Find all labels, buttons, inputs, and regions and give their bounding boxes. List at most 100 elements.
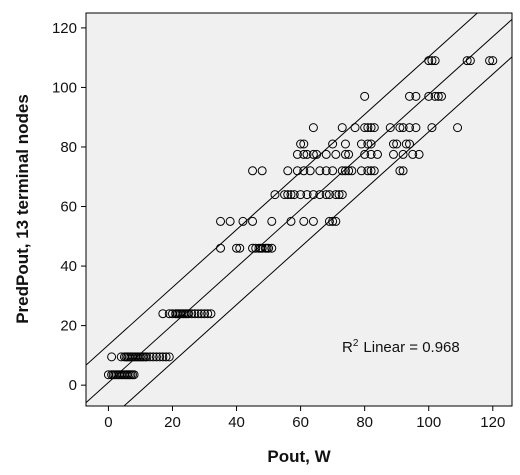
y-tick-label: 100 xyxy=(52,79,77,96)
y-tick-label: 20 xyxy=(60,318,77,335)
data-point xyxy=(232,243,242,253)
data-point xyxy=(324,190,334,200)
data-point xyxy=(414,149,424,159)
data-point xyxy=(182,309,192,319)
data-point xyxy=(107,352,117,362)
data-point xyxy=(411,91,421,101)
data-point xyxy=(424,91,434,101)
data-point xyxy=(392,139,402,149)
data-point xyxy=(155,352,165,362)
data-point xyxy=(235,243,245,253)
data-point xyxy=(137,352,147,362)
data-point xyxy=(256,243,266,253)
data-point xyxy=(175,309,185,319)
data-point xyxy=(203,309,213,319)
data-point xyxy=(366,149,376,159)
data-point xyxy=(372,149,382,159)
fit-line-lower xyxy=(123,56,512,406)
data-point xyxy=(121,370,131,380)
data-point xyxy=(401,139,411,149)
data-point xyxy=(388,149,398,159)
data-point xyxy=(312,149,322,159)
data-point xyxy=(405,123,415,133)
r-squared-superscript: 2 xyxy=(353,338,359,349)
data-point xyxy=(328,139,338,149)
x-axis-title: Pout, W xyxy=(267,447,331,466)
x-tick-label: 60 xyxy=(292,414,309,431)
data-point xyxy=(127,370,137,380)
data-point xyxy=(151,352,161,362)
data-point xyxy=(363,123,373,133)
data-point xyxy=(115,370,125,380)
data-point xyxy=(121,352,131,362)
data-point xyxy=(308,149,318,159)
data-point xyxy=(328,166,338,176)
data-point xyxy=(385,123,395,133)
data-point xyxy=(127,352,137,362)
data-point xyxy=(299,166,309,176)
data-point xyxy=(302,149,312,159)
data-point xyxy=(134,352,144,362)
data-point xyxy=(262,243,272,253)
data-point xyxy=(296,139,306,149)
data-point xyxy=(360,91,370,101)
data-point xyxy=(427,123,437,133)
r-squared-text: Linear = 0.968 xyxy=(363,339,459,356)
data-point xyxy=(395,166,405,176)
data-point xyxy=(196,309,206,319)
fit-line-upper xyxy=(86,13,479,366)
data-point xyxy=(427,56,437,66)
data-point xyxy=(337,166,347,176)
plot-area xyxy=(86,13,512,406)
data-point xyxy=(340,149,350,159)
x-tick-label: 0 xyxy=(104,414,112,431)
data-point xyxy=(164,352,174,362)
data-point xyxy=(321,166,331,176)
data-point xyxy=(118,370,128,380)
data-point xyxy=(267,243,277,253)
data-point xyxy=(430,91,440,101)
data-point xyxy=(267,216,277,226)
data-point xyxy=(430,56,440,66)
data-point xyxy=(344,149,354,159)
data-point xyxy=(356,139,366,149)
y-axis-title: PredPout, 13 terminal nodes xyxy=(13,94,32,324)
data-point xyxy=(405,91,415,101)
data-point xyxy=(328,216,338,226)
data-point xyxy=(340,166,350,176)
data-point xyxy=(280,190,290,200)
data-point xyxy=(331,149,341,159)
x-tick-label: 80 xyxy=(356,414,373,431)
data-point xyxy=(340,139,350,149)
x-tick-label: 120 xyxy=(480,414,505,431)
data-point xyxy=(462,56,472,66)
data-point xyxy=(315,190,325,200)
data-point xyxy=(388,139,398,149)
data-point xyxy=(433,91,443,101)
data-point xyxy=(292,166,302,176)
x-tick-label: 20 xyxy=(164,414,181,431)
data-point xyxy=(140,352,150,362)
data-point xyxy=(296,190,306,200)
data-point xyxy=(347,166,357,176)
data-point xyxy=(424,56,434,66)
data-point xyxy=(302,190,312,200)
data-point xyxy=(283,190,293,200)
data-point xyxy=(405,139,415,149)
data-point xyxy=(344,166,354,176)
data-point xyxy=(465,56,475,66)
data-point xyxy=(206,309,216,319)
y-tick-label: 40 xyxy=(60,258,77,275)
y-tick-label: 120 xyxy=(52,20,77,37)
data-point xyxy=(485,56,495,66)
data-point xyxy=(356,166,366,176)
data-point xyxy=(321,190,331,200)
data-point xyxy=(369,166,379,176)
r-squared-symbol: R xyxy=(342,339,353,356)
data-point xyxy=(408,149,418,159)
data-point xyxy=(308,123,318,133)
y-tick-label: 80 xyxy=(60,139,77,156)
data-point xyxy=(453,123,463,133)
